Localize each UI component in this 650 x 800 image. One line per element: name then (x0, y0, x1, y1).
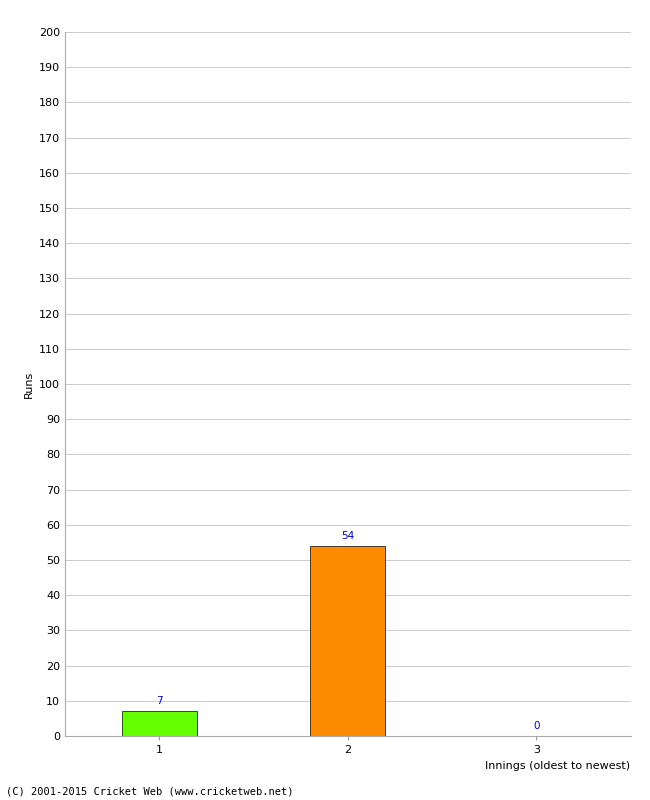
Text: 54: 54 (341, 530, 354, 541)
Text: (C) 2001-2015 Cricket Web (www.cricketweb.net): (C) 2001-2015 Cricket Web (www.cricketwe… (6, 786, 294, 796)
Text: 7: 7 (156, 696, 162, 706)
X-axis label: Innings (oldest to newest): Innings (oldest to newest) (486, 761, 630, 770)
Bar (310, 546, 385, 736)
Bar (122, 711, 197, 736)
Text: 0: 0 (533, 721, 540, 730)
Y-axis label: Runs: Runs (23, 370, 33, 398)
